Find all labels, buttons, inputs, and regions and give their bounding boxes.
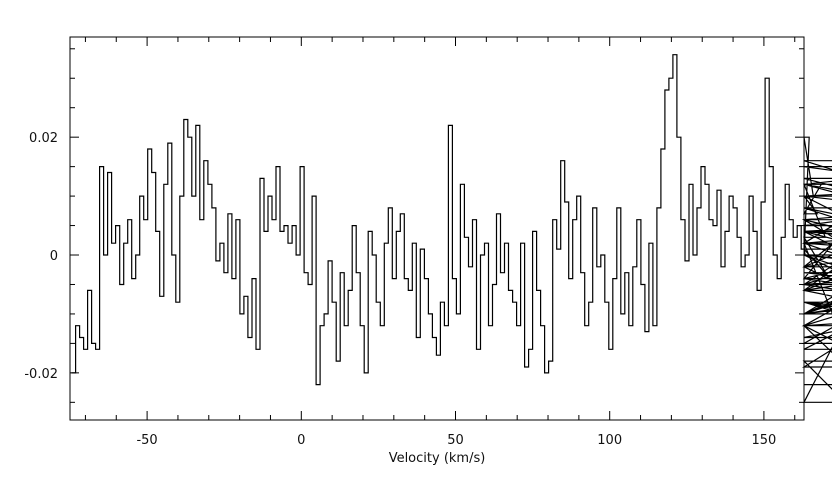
- y-tick-label: 0.02: [29, 131, 58, 146]
- y-tick-label: -0.02: [24, 367, 58, 382]
- x-axis-title: Velocity (km/s): [389, 451, 486, 466]
- y-tick-label: 0: [50, 249, 58, 264]
- axis-ticks: [70, 37, 804, 420]
- x-tick-label: 150: [751, 433, 776, 448]
- x-tick-label: 50: [447, 433, 464, 448]
- x-tick-label: 0: [297, 433, 305, 448]
- plot-frame: [69, 36, 805, 421]
- x-tick-label: -50: [136, 433, 157, 448]
- spectrum-series-line: [71, 54, 832, 403]
- axis-tick-labels: -50 0 50 100 150 -0.02 0 0.02: [24, 131, 776, 448]
- x-tick-label: 100: [597, 433, 622, 448]
